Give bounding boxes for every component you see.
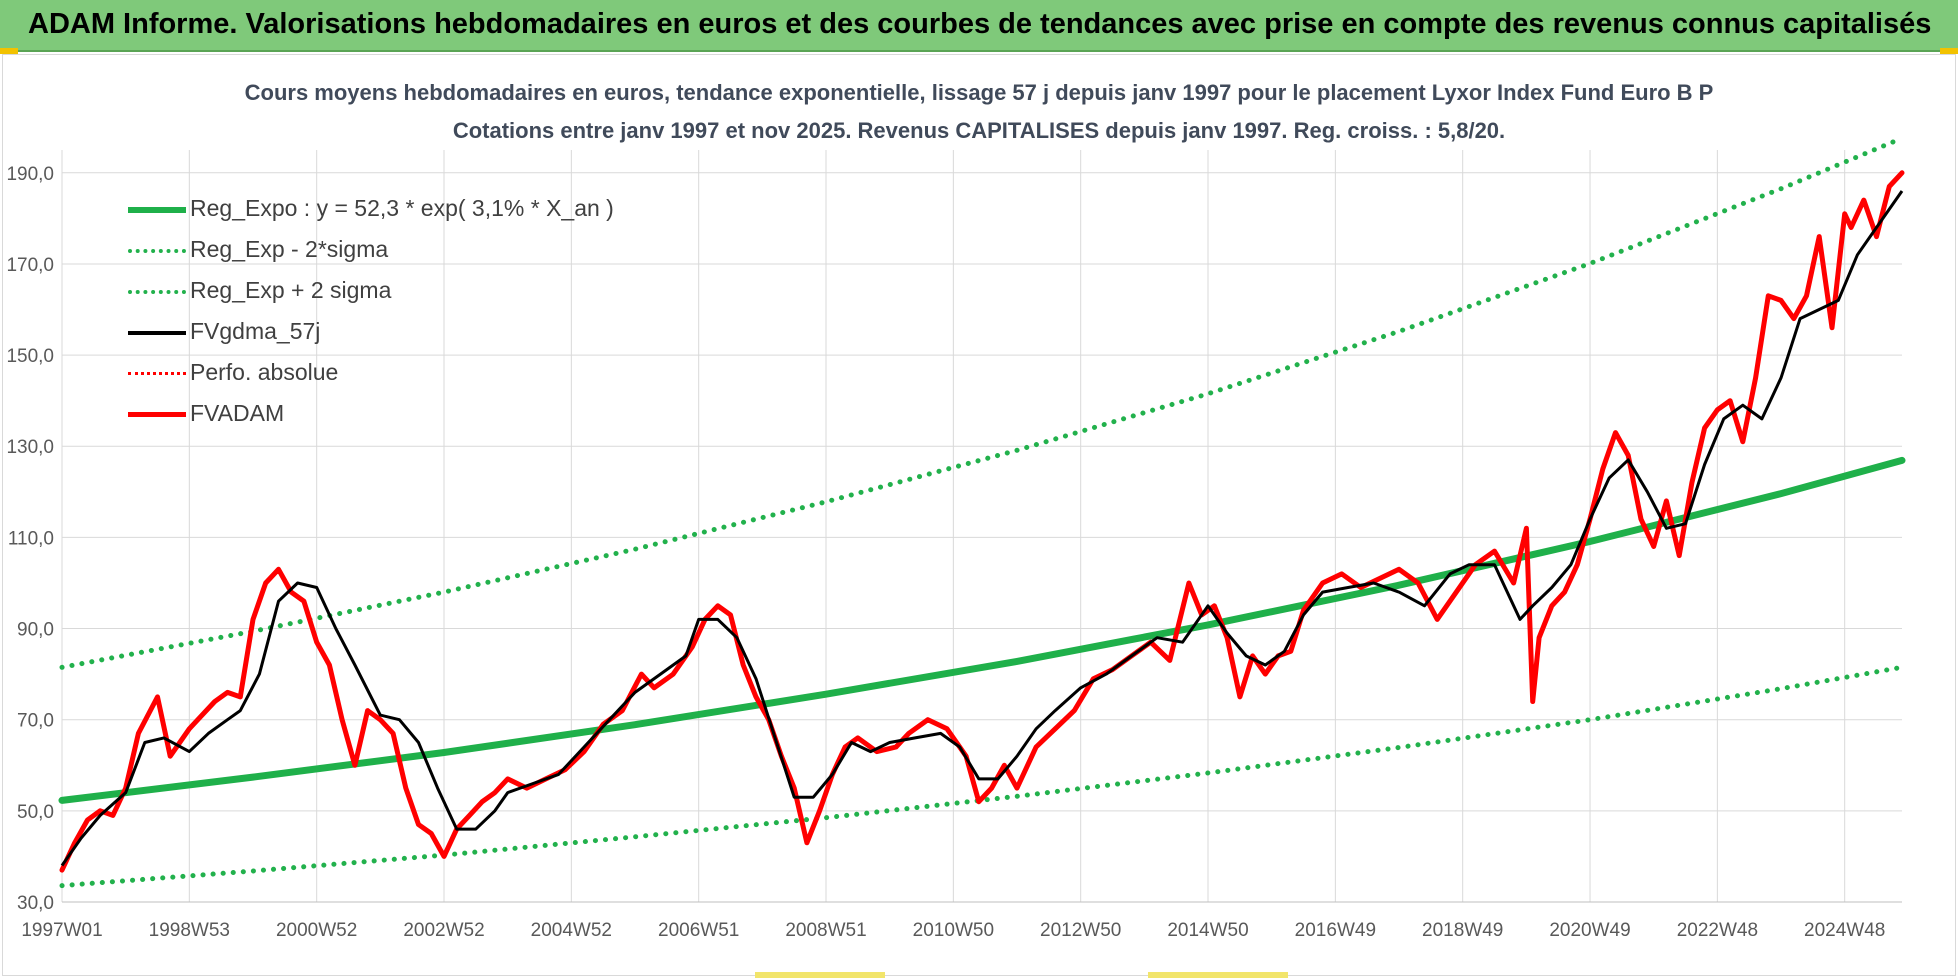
x-tick-label: 2012W50 (1040, 920, 1121, 941)
corner-mark-left (0, 48, 18, 54)
x-tick-label: 2004W52 (531, 920, 612, 941)
x-tick-label: 2018W49 (1422, 920, 1503, 941)
x-tick-label: 2000W52 (276, 920, 357, 941)
x-tick-label: 2010W50 (913, 920, 994, 941)
legend-swatch-fvgdma (128, 331, 186, 335)
report-banner-title: ADAM Informe. Valorisations hebdomadaire… (28, 8, 1932, 40)
y-tick-label: 90,0 (17, 620, 54, 641)
y-tick-label: 70,0 (17, 711, 54, 732)
x-tick-label: 2014W50 (1167, 920, 1248, 941)
series-line-fvgdma (60, 190, 1904, 867)
legend-label-reg-exp-plus: Reg_Exp + 2 sigma (190, 277, 392, 303)
report-banner: ADAM Informe. Valorisations hebdomadaire… (0, 0, 1958, 52)
y-tick-label: 130,0 (6, 437, 54, 458)
legend-label-reg-exp-minus: Reg_Exp - 2*sigma (190, 236, 389, 262)
x-tick-label: 2008W51 (785, 920, 866, 941)
x-tick-label: 2020W49 (1549, 920, 1630, 941)
series-line-reg-exp-plus (59, 135, 1905, 670)
legend-swatch-reg-exp-plus (128, 290, 186, 294)
y-tick-label: 190,0 (6, 164, 54, 185)
y-tick-label: 50,0 (17, 802, 54, 823)
x-tick-label: 1998W53 (149, 920, 230, 941)
x-tick-label: 2006W51 (658, 920, 739, 941)
y-tick-label: 30,0 (17, 893, 54, 914)
x-tick-label: 2016W49 (1295, 920, 1376, 941)
corner-mark-right (1940, 48, 1958, 54)
legend-label-fvgdma: FVgdma_57j (190, 318, 321, 344)
y-tick-label: 150,0 (6, 346, 54, 367)
series-line-fvadam (59, 170, 1905, 873)
x-tick-label: 2024W48 (1804, 920, 1885, 941)
legend-swatch-fvadam (128, 412, 186, 417)
chart-subtitle: Cotations entre janv 1997 et nov 2025. R… (452, 118, 1506, 143)
legend-label-fvadam: FVADAM (190, 400, 285, 426)
series-line-reg-expo (58, 456, 1906, 804)
legend-swatch-perfo (128, 372, 186, 375)
y-tick-label: 110,0 (8, 528, 54, 549)
y-tick-label: 170,0 (6, 255, 54, 276)
x-tick-label: 2002W52 (403, 920, 484, 941)
x-tick-label: 2022W48 (1677, 920, 1758, 941)
chart-frame (2, 54, 1956, 976)
legend-label-perfo: Perfo. absolue (190, 359, 339, 385)
legend-label-reg-expo: Reg_Expo : y = 52,3 * exp( 3,1% * X_an ) (190, 195, 614, 221)
legend-swatch-reg-exp-minus (128, 249, 186, 253)
bottom-mark-2 (1148, 972, 1288, 978)
chart-title: Cours moyens hebdomadaires en euros, ten… (244, 80, 1714, 105)
bottom-mark-1 (755, 972, 885, 978)
legend-swatch-reg-expo (128, 207, 186, 213)
series-line-reg-exp-minus (59, 664, 1905, 889)
x-tick-label: 1997W01 (21, 920, 102, 941)
